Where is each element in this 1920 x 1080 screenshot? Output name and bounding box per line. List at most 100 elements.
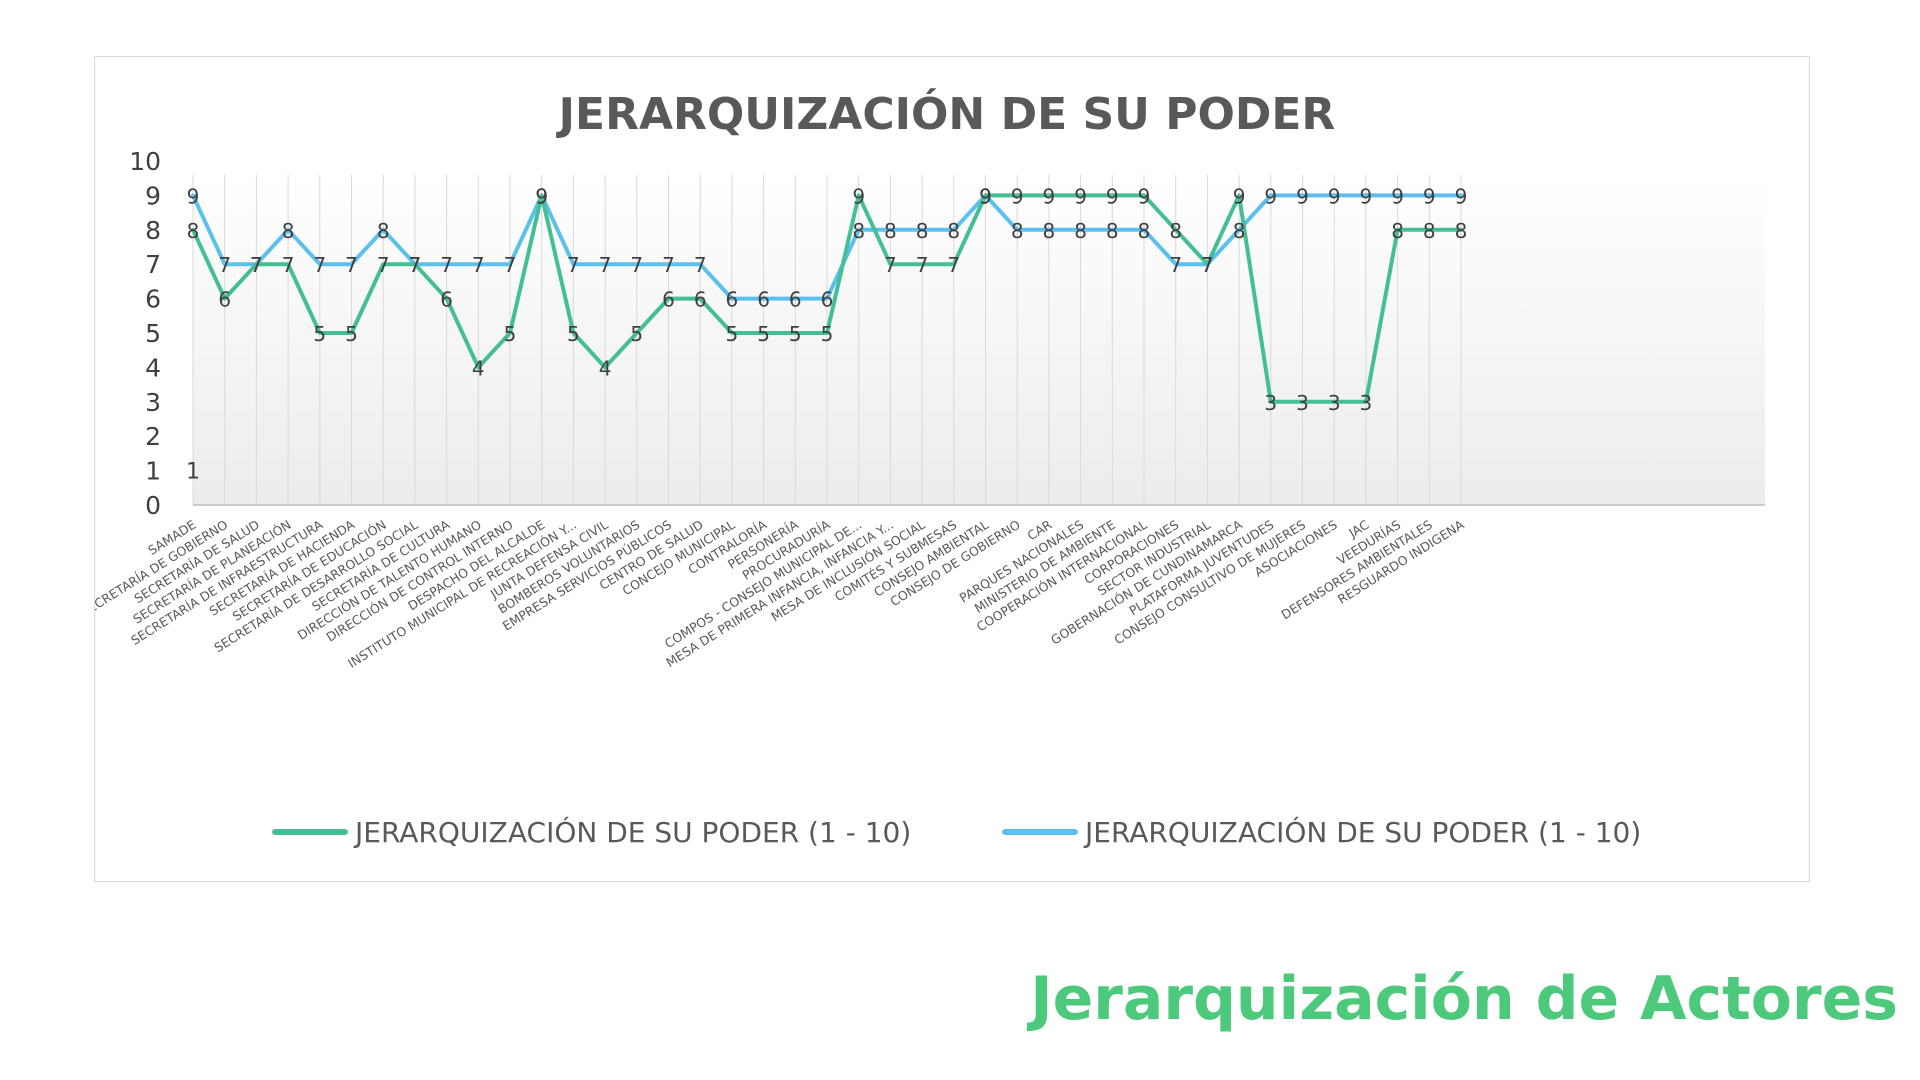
data-label-series-2: 8: [916, 219, 929, 243]
chart-title: JERARQUIZACIÓN DE SU PODER: [556, 87, 1336, 140]
data-label-series-1: 7: [947, 253, 960, 277]
legend-label-1: JERARQUIZACIÓN DE SU PODER (1 - 10): [353, 815, 911, 849]
data-label-series-1: 9: [1011, 184, 1024, 208]
y-tick-label: 9: [145, 181, 161, 210]
series-line-1: [191, 193, 1463, 404]
y-tick-label: 4: [145, 353, 161, 382]
data-label-series-2: 7: [1169, 253, 1182, 277]
data-label-series-1: 3: [1360, 391, 1373, 415]
data-label-series-2: 8: [377, 219, 390, 243]
data-label-series-2: 7: [472, 253, 485, 277]
data-label-series-1: 7: [250, 253, 263, 277]
legend-label-2: JERARQUIZACIÓN DE SU PODER (1 - 10): [1083, 815, 1641, 849]
data-label-series-2: 7: [504, 253, 517, 277]
data-label-series-2: 9: [187, 184, 200, 208]
data-label-series-2: 8: [282, 219, 295, 243]
data-label-series-2: 9: [1423, 184, 1436, 208]
data-label-series-1: 3: [1296, 391, 1309, 415]
data-label-series-2: 9: [1360, 184, 1373, 208]
data-label-series-2: 7: [409, 253, 422, 277]
data-label-series-2: 9: [1328, 184, 1341, 208]
data-label-series-2: 9: [535, 184, 548, 208]
data-label-series-1: 6: [694, 288, 707, 312]
data-label-series-1: 9: [535, 184, 548, 208]
data-label-series-1: 4: [472, 356, 485, 380]
data-label-series-2: 8: [1106, 219, 1119, 243]
plot-area-background: [193, 174, 1765, 505]
data-label-series-1: 3: [1328, 391, 1341, 415]
data-label-series-1: 9: [1074, 184, 1087, 208]
y-tick-label: 2: [145, 422, 161, 451]
data-label-series-2: 8: [1043, 219, 1056, 243]
y-tick-label: 10: [129, 147, 161, 176]
data-label-series-1: 5: [821, 322, 834, 346]
y-tick-label: 7: [145, 250, 161, 279]
y-tick-label: 0: [145, 491, 161, 520]
data-label-series-2: 8: [1233, 219, 1246, 243]
line-chart: JERARQUIZACIÓN DE SU PODER 012345678910 …: [95, 87, 1765, 849]
data-label-series-2: 7: [440, 253, 453, 277]
data-label-series-1: 5: [630, 322, 643, 346]
data-label-series-2: 8: [1011, 219, 1024, 243]
data-label-series-1: 5: [757, 322, 770, 346]
chart-frame: JERARQUIZACIÓN DE SU PODER 0 1 2 3 4 5 6 7 8 9 10 …: [94, 56, 1810, 882]
data-label-series-1: 5: [726, 322, 739, 346]
data-label-series-1: 8: [1423, 219, 1436, 243]
y-tick-label: 6: [145, 285, 161, 314]
data-label-series-2: 6: [726, 288, 739, 312]
data-label-series-1: 9: [979, 184, 992, 208]
data-label-series-1: 5: [789, 322, 802, 346]
data-label-series-1: 6: [662, 288, 675, 312]
data-label-series-1: 9: [1043, 184, 1056, 208]
data-label-series-2: 7: [694, 253, 707, 277]
data-label-series-2: 9: [1296, 184, 1309, 208]
y-tick-label: 1: [145, 457, 161, 486]
data-label-series-2: 7: [567, 253, 580, 277]
data-label-series-1: 5: [345, 322, 358, 346]
data-label-series-1: 7: [1201, 253, 1214, 277]
data-label-series-1: 3: [1264, 391, 1277, 415]
data-label-series-2: 7: [599, 253, 612, 277]
data-label-series-1: 4: [599, 356, 612, 380]
data-label-series-2: 6: [757, 288, 770, 312]
data-label-series-2: 7: [218, 253, 231, 277]
data-label-series-1: 5: [504, 322, 517, 346]
data-label-series-2: 7: [313, 253, 326, 277]
data-label-series-2: 7: [630, 253, 643, 277]
data-label-series-2: 8: [1074, 219, 1087, 243]
y-tick-label: 8: [145, 216, 161, 245]
data-label-series-2: 7: [1201, 253, 1214, 277]
data-label-series-1: 7: [916, 253, 929, 277]
data-label-series-1: 7: [884, 253, 897, 277]
data-label-series-2: 7: [250, 253, 263, 277]
data-label-series-2: 9: [1455, 184, 1468, 208]
stray-label: 1: [186, 460, 200, 485]
data-label-series-1: 9: [1106, 184, 1119, 208]
data-label-series-1: 6: [218, 288, 231, 312]
data-label-series-1: 5: [313, 322, 326, 346]
y-tick-label: 5: [145, 319, 161, 348]
data-label-series-1: 6: [440, 288, 453, 312]
data-label-series-1: 7: [409, 253, 422, 277]
data-label-series-2: 8: [852, 219, 865, 243]
data-label-series-1: 8: [1391, 219, 1404, 243]
data-label-series-2: 9: [1264, 184, 1277, 208]
data-label-series-2: 8: [1138, 219, 1151, 243]
data-label-series-1: 9: [852, 184, 865, 208]
data-label-series-2: 7: [345, 253, 358, 277]
data-label-series-1: 9: [1233, 184, 1246, 208]
data-label-series-2: 6: [821, 288, 834, 312]
data-label-series-1: 8: [1169, 219, 1182, 243]
data-label-series-1: 8: [187, 219, 200, 243]
data-label-series-2: 8: [947, 219, 960, 243]
data-label-series-2: 6: [789, 288, 802, 312]
data-label-series-2: 9: [1391, 184, 1404, 208]
data-label-series-2: 9: [979, 184, 992, 208]
data-label-series-1: 5: [567, 322, 580, 346]
data-label-series-2: 8: [884, 219, 897, 243]
data-label-series-1: 7: [282, 253, 295, 277]
data-label-series-2: 7: [662, 253, 675, 277]
data-label-series-1: 8: [1455, 219, 1468, 243]
data-label-series-1: 9: [1138, 184, 1151, 208]
page-footer-title: Jerarquización de Actores: [1030, 964, 1898, 1034]
